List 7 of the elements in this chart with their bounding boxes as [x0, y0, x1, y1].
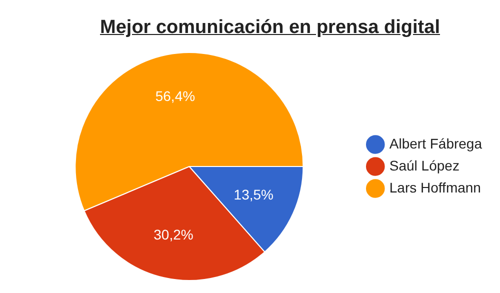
legend-label: Saúl López — [389, 157, 460, 174]
legend-label: Lars Hoffmann — [389, 179, 481, 196]
data-label: 30,2% — [154, 226, 194, 242]
data-label: 56,4% — [155, 88, 196, 104]
chart-title: Mejor comunicación en prensa digital — [99, 16, 441, 40]
legend-label: Albert Fábrega — [389, 135, 482, 152]
data-label: 13,5% — [234, 186, 274, 202]
